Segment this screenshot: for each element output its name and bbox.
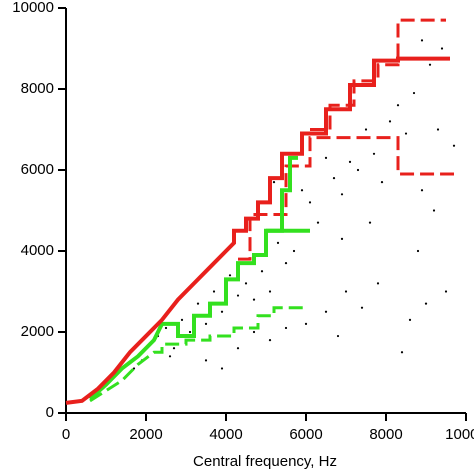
point <box>444 290 448 293</box>
point <box>284 262 288 265</box>
point <box>416 249 420 253</box>
point <box>252 330 256 334</box>
point <box>308 201 312 204</box>
point <box>268 339 272 342</box>
point <box>276 241 280 244</box>
point <box>220 310 224 313</box>
point <box>268 290 272 293</box>
x-tick-label: 0 <box>62 426 70 443</box>
point <box>252 298 256 301</box>
point <box>432 209 436 212</box>
point <box>168 355 172 358</box>
point <box>452 144 456 147</box>
y-tick-label: 6000 <box>21 161 54 178</box>
series-line <box>238 136 454 261</box>
y-tick-label: 0 <box>46 404 54 421</box>
point <box>356 168 360 172</box>
point <box>380 181 384 184</box>
point <box>360 306 364 309</box>
point <box>340 193 344 196</box>
point <box>132 367 136 370</box>
point <box>236 294 240 297</box>
point <box>364 128 368 131</box>
x-tick-label: 6000 <box>289 426 322 443</box>
point <box>228 274 232 277</box>
point <box>284 326 288 330</box>
point <box>396 104 400 107</box>
x-tick-label: 2000 <box>129 426 162 443</box>
point <box>316 221 320 224</box>
point <box>336 334 340 338</box>
point <box>344 290 348 293</box>
x-axis-label: Central frequency, Hz <box>193 453 337 470</box>
point <box>428 63 432 66</box>
point <box>412 91 416 95</box>
point <box>260 270 264 273</box>
series-line <box>310 18 446 131</box>
x-tick-label: 4000 <box>209 426 242 443</box>
point <box>304 322 308 325</box>
point <box>172 347 176 350</box>
point <box>332 177 336 180</box>
point <box>272 181 276 184</box>
point <box>404 132 408 135</box>
point <box>436 128 440 131</box>
y-tick-label: 8000 <box>21 80 54 97</box>
point <box>348 160 352 163</box>
point <box>376 282 380 285</box>
point <box>400 351 404 354</box>
point <box>388 120 392 123</box>
point <box>212 290 216 293</box>
point <box>244 282 248 285</box>
point <box>372 152 376 155</box>
x-tick-label: 10000 <box>445 426 474 443</box>
point <box>420 39 424 42</box>
point <box>408 318 412 321</box>
series-line <box>65 56 450 405</box>
x-tick-label: 8000 <box>369 426 402 443</box>
point <box>180 318 184 321</box>
point <box>220 367 224 370</box>
point <box>368 221 372 224</box>
point <box>188 330 192 334</box>
point <box>204 322 208 325</box>
y-tick-label: 10000 <box>12 0 54 16</box>
point <box>340 237 344 240</box>
series-line <box>89 306 306 403</box>
point <box>440 47 444 50</box>
point <box>420 189 424 192</box>
point <box>324 310 328 313</box>
point <box>204 359 208 362</box>
point <box>196 302 200 305</box>
point <box>424 302 428 305</box>
point <box>324 156 328 159</box>
point <box>300 189 304 192</box>
y-tick-label: 4000 <box>21 242 54 259</box>
y-tick-label: 2000 <box>21 323 54 340</box>
point <box>164 326 168 330</box>
point <box>236 347 240 350</box>
point <box>292 249 296 253</box>
